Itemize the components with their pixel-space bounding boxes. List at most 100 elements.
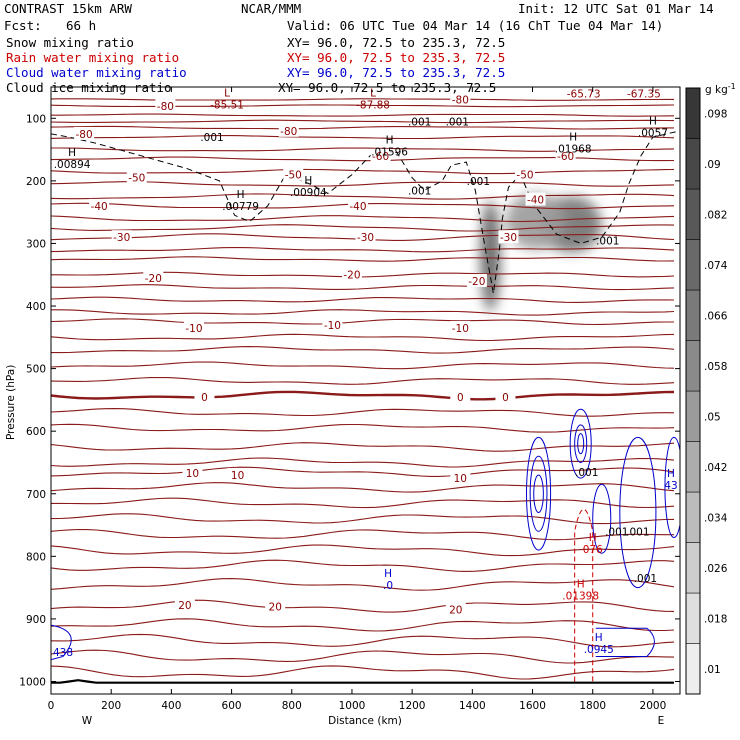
colorbar-label: .01 bbox=[704, 664, 721, 676]
isotherm-label: -10 bbox=[452, 323, 469, 335]
isotherm-label-bg bbox=[174, 598, 195, 612]
isotherm-label: -10 bbox=[185, 323, 202, 335]
extremum-value: .00894 bbox=[54, 159, 91, 171]
x-end-label-west: W bbox=[82, 715, 93, 727]
cloud-water-contour bbox=[533, 474, 544, 514]
extremum-value: -65.73 bbox=[567, 88, 601, 100]
field-name-rain: Rain water mixing ratio bbox=[6, 50, 179, 65]
model-title: CONTRAST 15km ARW bbox=[4, 1, 132, 16]
isotherm-label-bg bbox=[126, 170, 147, 184]
valid-time: Valid: 06 UTC Tue 04 Mar 14 (16 ChT Tue … bbox=[287, 18, 663, 33]
field-xy-cloud-ice: XY= 96.0, 72.5 to 235.3, 72.5 bbox=[278, 80, 496, 95]
cloud-ice-contour-label: .001 bbox=[446, 116, 469, 128]
isotherm-label-bg bbox=[278, 123, 299, 137]
colorbar-unit-text: g kg bbox=[705, 84, 728, 96]
isotherm-label-bg bbox=[370, 148, 391, 162]
isotherm-label-bg bbox=[450, 389, 471, 403]
colorbar-swatch bbox=[685, 138, 701, 190]
isotherm-label-bg bbox=[450, 92, 471, 106]
plot-content: -80 -80 -80 -80 -60 -60 -50 -50 -50 -40 -40 -40 -30 -… bbox=[51, 76, 680, 684]
isotherm-label-bg bbox=[555, 148, 576, 162]
extremum-value: .0057 bbox=[638, 128, 668, 140]
isotherm-line-minor bbox=[51, 442, 675, 452]
init-time: Init: 12 UTC Sat 01 Mar 14 bbox=[518, 1, 714, 16]
colorbar-swatch bbox=[685, 592, 701, 644]
extremum-mark: H bbox=[384, 568, 392, 580]
colorbar-swatch bbox=[685, 441, 701, 493]
isotherm-label: -60 bbox=[557, 151, 574, 163]
extremum-value: .0 bbox=[383, 580, 393, 592]
cloud-water-contour bbox=[619, 436, 657, 589]
center-label: NCAR/MMM bbox=[241, 1, 301, 16]
extremum-value: 43 bbox=[664, 480, 677, 492]
isotherm-line bbox=[51, 168, 675, 175]
y-tick-label: 500 bbox=[26, 364, 46, 376]
x-tick-label: 200 bbox=[101, 700, 121, 712]
isotherm-label-bg bbox=[495, 389, 516, 403]
isotherm-label: 0 bbox=[201, 392, 208, 404]
colorbar-swatch bbox=[685, 542, 701, 594]
x-tick-label: 1200 bbox=[399, 700, 426, 712]
extremum-value: .01596 bbox=[371, 146, 408, 158]
isotherm-line-minor bbox=[51, 256, 675, 262]
isotherm-label: -40 bbox=[349, 201, 366, 213]
y-axis-label: Pressure (hPa) bbox=[5, 365, 17, 440]
isotherm-line-minor bbox=[51, 156, 675, 162]
isotherm-label-bg bbox=[450, 320, 471, 334]
colorbar-swatch bbox=[685, 491, 701, 543]
extremum-mark: H bbox=[569, 131, 577, 143]
isotherm-line-minor bbox=[51, 513, 675, 525]
x-tick-label: 0 bbox=[48, 700, 55, 712]
isotherm-label: 10 bbox=[454, 473, 467, 485]
x-tick-label: 2000 bbox=[640, 700, 667, 712]
extremum-mark: H bbox=[386, 134, 394, 146]
colorbar-label: .074 bbox=[704, 260, 728, 272]
snow-shading bbox=[480, 200, 501, 311]
isotherm-label-bg bbox=[466, 273, 487, 287]
x-end-label-east: E bbox=[658, 715, 665, 727]
cloud-water-contour bbox=[595, 627, 655, 657]
isotherm-line-minor bbox=[51, 544, 675, 557]
colorbar-label: .042 bbox=[704, 462, 727, 474]
isotherm-line-minor bbox=[51, 309, 675, 316]
isotherm-label: -20 bbox=[145, 273, 162, 285]
cloud-water-contour bbox=[529, 455, 548, 532]
extremum-value: 076 bbox=[583, 544, 603, 556]
isotherm-line-minor bbox=[51, 224, 675, 232]
colorbar-swatch bbox=[685, 87, 701, 139]
surface-line bbox=[51, 679, 674, 684]
isotherm-label-bg bbox=[143, 270, 164, 284]
cloud-water-contour bbox=[574, 424, 588, 463]
field-name-cloud-ice: Cloud ice mixing ratio bbox=[6, 80, 172, 95]
plot-frame bbox=[50, 86, 681, 695]
isotherm-line-minor bbox=[51, 457, 675, 468]
cloud-water-contour bbox=[569, 408, 592, 479]
isotherm-label-bg bbox=[515, 167, 536, 181]
colorbar-frame bbox=[685, 87, 701, 695]
isotherm-label: -30 bbox=[357, 232, 374, 244]
isotherm-line-minor bbox=[51, 482, 675, 493]
extremum-mark: H bbox=[580, 76, 588, 88]
isotherm-line-minor bbox=[51, 333, 675, 342]
cloud-water-contour bbox=[592, 483, 612, 554]
isotherm-label: 20 bbox=[269, 601, 282, 613]
y-tick-label: 100 bbox=[26, 113, 46, 125]
isotherm-label-bg bbox=[182, 466, 203, 480]
cloud-water-contour bbox=[577, 433, 585, 455]
x-tick-label: 1400 bbox=[459, 700, 486, 712]
isotherm-label: -20 bbox=[468, 276, 485, 288]
isotherm-line-minor bbox=[51, 284, 675, 291]
colorbar-label: .026 bbox=[704, 563, 728, 575]
isotherm-line-minor bbox=[51, 649, 675, 664]
extremum-value: -87.88 bbox=[356, 100, 390, 112]
isotherm-label-bg bbox=[227, 467, 248, 481]
isotherm-line-minor bbox=[51, 376, 675, 385]
isotherm-label-bg bbox=[183, 320, 204, 334]
x-tick-label: 1600 bbox=[519, 700, 546, 712]
colorbar-label: .09 bbox=[704, 159, 721, 171]
field-xy-rain: XY= 96.0, 72.5 to 235.3, 72.5 bbox=[287, 50, 505, 65]
forecast-hour: 66 h bbox=[66, 18, 96, 33]
isotherm-line-minor bbox=[51, 296, 675, 303]
isotherm-label: -10 bbox=[324, 320, 341, 332]
